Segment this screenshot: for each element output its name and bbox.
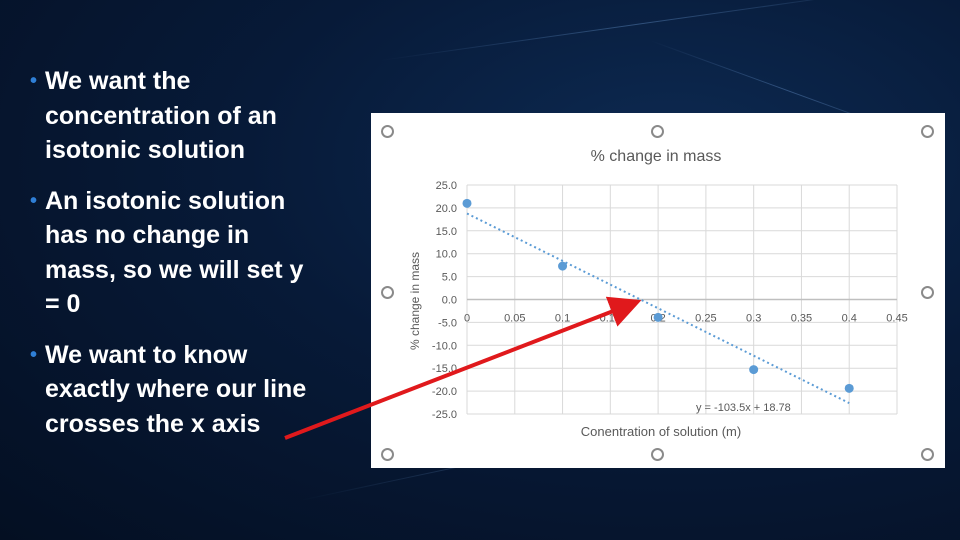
bullet-item: • We want to know exactly where our line… — [30, 338, 320, 442]
y-tick-label: -20.0 — [432, 386, 457, 398]
bullet-marker: • — [30, 343, 38, 366]
bullet-text: We want the concentration of an isotonic… — [45, 67, 277, 164]
resize-handle-middle-left[interactable] — [381, 286, 394, 299]
y-tick-labels: 25.0 20.0 15.0 10.0 5.0 0.0 -5.0 -10.0 -15.0 -20.… — [432, 180, 457, 421]
y-tick-label: 15.0 — [436, 226, 457, 238]
y-tick-label: 0.0 — [442, 295, 457, 307]
x-tick-label: 0.25 — [695, 313, 716, 325]
data-point — [462, 198, 472, 208]
data-point — [653, 312, 663, 322]
y-tick-label: 20.0 — [436, 203, 457, 215]
data-points — [462, 198, 854, 393]
x-tick-label: 0.35 — [791, 313, 812, 325]
y-tick-label: -25.0 — [432, 409, 457, 421]
scatter-chart: % change in mass 25.0 20.0 15.0 10.0 5.0 0.0 -… — [408, 148, 908, 439]
resize-handle-top-left[interactable] — [381, 125, 394, 138]
x-tick-label: 0.4 — [842, 313, 857, 325]
bullet-item: • An isotonic solution has no change in … — [30, 184, 320, 322]
data-point — [749, 365, 759, 375]
bullet-text: An isotonic solution has no change in ma… — [45, 186, 304, 319]
bullet-list: • We want the concentration of an isoton… — [30, 64, 320, 457]
chart-title: % change in mass — [591, 148, 722, 165]
trendline — [466, 212, 850, 404]
x-tick-label: 0.3 — [746, 313, 761, 325]
bullet-item: • We want the concentration of an isoton… — [30, 64, 320, 168]
resize-handle-bottom-left[interactable] — [381, 448, 394, 461]
bullet-marker: • — [30, 189, 38, 212]
y-tick-label: -5.0 — [438, 317, 457, 329]
y-axis-label: % change in mass — [408, 252, 422, 350]
y-tick-label: 10.0 — [436, 249, 457, 261]
y-tick-label: 5.0 — [442, 272, 457, 284]
resize-handle-bottom-right[interactable] — [921, 448, 934, 461]
x-tick-label: 0.15 — [600, 313, 621, 325]
resize-handle-top-right[interactable] — [921, 125, 934, 138]
trendline-equation: y = -103.5x + 18.78 — [696, 402, 791, 414]
chart-gridlines — [466, 184, 898, 415]
resize-handle-bottom-center[interactable] — [651, 448, 664, 461]
x-tick-label: 0.45 — [886, 313, 907, 325]
bullet-text: We want to know exactly where our line c… — [45, 340, 307, 438]
data-point — [844, 383, 854, 393]
x-tick-label: 0.05 — [504, 313, 525, 325]
x-axis-label: Conentration of solution (m) — [581, 424, 741, 439]
y-tick-label: -10.0 — [432, 340, 457, 352]
data-point — [558, 261, 568, 271]
x-tick-label: 0 — [464, 313, 470, 325]
chart-object[interactable]: % change in mass 25.0 20.0 15.0 10.0 5.0 0.0 -… — [371, 113, 945, 468]
y-tick-label: -15.0 — [432, 363, 457, 375]
x-tick-label: 0.1 — [555, 313, 570, 325]
bullet-marker: • — [30, 70, 38, 92]
y-tick-label: 25.0 — [436, 180, 457, 192]
resize-handle-top-center[interactable] — [651, 125, 664, 138]
resize-handle-middle-right[interactable] — [921, 286, 934, 299]
